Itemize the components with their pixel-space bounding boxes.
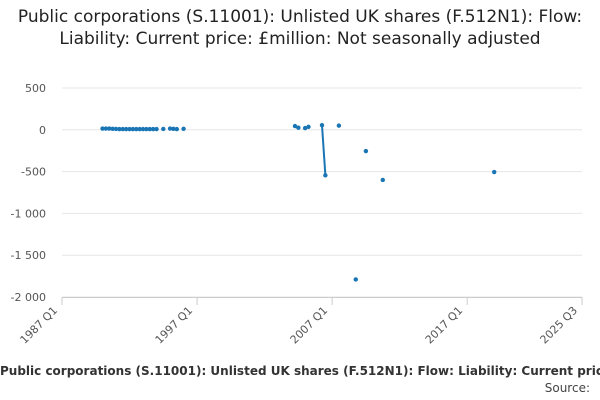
data-point <box>167 126 173 131</box>
data-point <box>130 126 136 132</box>
data-point <box>302 125 308 131</box>
y-axis: 500 0 -500 -1 000 -1 500 -2 000 <box>11 82 46 304</box>
data-point <box>113 126 119 132</box>
chart-title: Public corporations (S.11001): Unlisted … <box>17 7 583 49</box>
data-point <box>147 126 152 132</box>
legend: Public corporations (S.11001): Unlisted … <box>0 364 600 382</box>
data-point <box>171 126 176 131</box>
y-tick-label: -1 500 <box>11 249 46 262</box>
data-point <box>103 126 109 131</box>
data-point <box>380 177 385 183</box>
data-point <box>127 126 132 132</box>
data-point <box>492 169 497 175</box>
data-point <box>150 126 156 132</box>
data-point <box>336 123 342 128</box>
x-tick-label: 1987 Q1 <box>18 304 61 347</box>
data-point <box>319 123 325 128</box>
y-tick-label: 0 <box>39 124 46 137</box>
gridlines <box>62 87 582 298</box>
y-tick-label: -1 000 <box>11 207 46 220</box>
data-point <box>134 126 139 132</box>
legend-series-name: Public corporations (S.11001): Unlisted … <box>0 364 600 378</box>
data-point <box>296 125 301 130</box>
data-point <box>363 148 369 154</box>
x-tick-label: 1997 Q1 <box>153 304 196 347</box>
y-tick-label: 500 <box>25 82 46 95</box>
x-tick-label: 2025 Q3 <box>538 304 581 347</box>
x-axis: 1987 Q1 1997 Q1 2007 Q1 2017 Q1 2025 Q3 <box>18 297 583 347</box>
x-tick-label: 2007 Q1 <box>288 304 331 347</box>
data-point <box>117 126 122 132</box>
data-point <box>123 126 129 132</box>
source-label: Source: <box>544 381 590 395</box>
data-point <box>110 126 115 131</box>
y-tick-label: -2 000 <box>11 291 46 304</box>
data-series <box>100 123 497 282</box>
data-point <box>154 126 159 132</box>
data-point <box>353 277 358 282</box>
data-point <box>120 126 125 132</box>
data-point <box>292 123 298 129</box>
data-point <box>161 126 166 132</box>
data-point <box>181 126 186 131</box>
data-point <box>174 126 180 132</box>
data-point <box>306 124 311 130</box>
data-point <box>144 126 149 132</box>
data-point <box>137 126 142 132</box>
data-point <box>323 173 328 178</box>
data-point <box>100 126 105 131</box>
data-point <box>107 126 112 131</box>
data-point <box>140 126 146 132</box>
y-tick-label: -500 <box>21 166 46 179</box>
series-line-segment <box>321 125 327 176</box>
x-tick-label: 2017 Q1 <box>423 304 466 347</box>
